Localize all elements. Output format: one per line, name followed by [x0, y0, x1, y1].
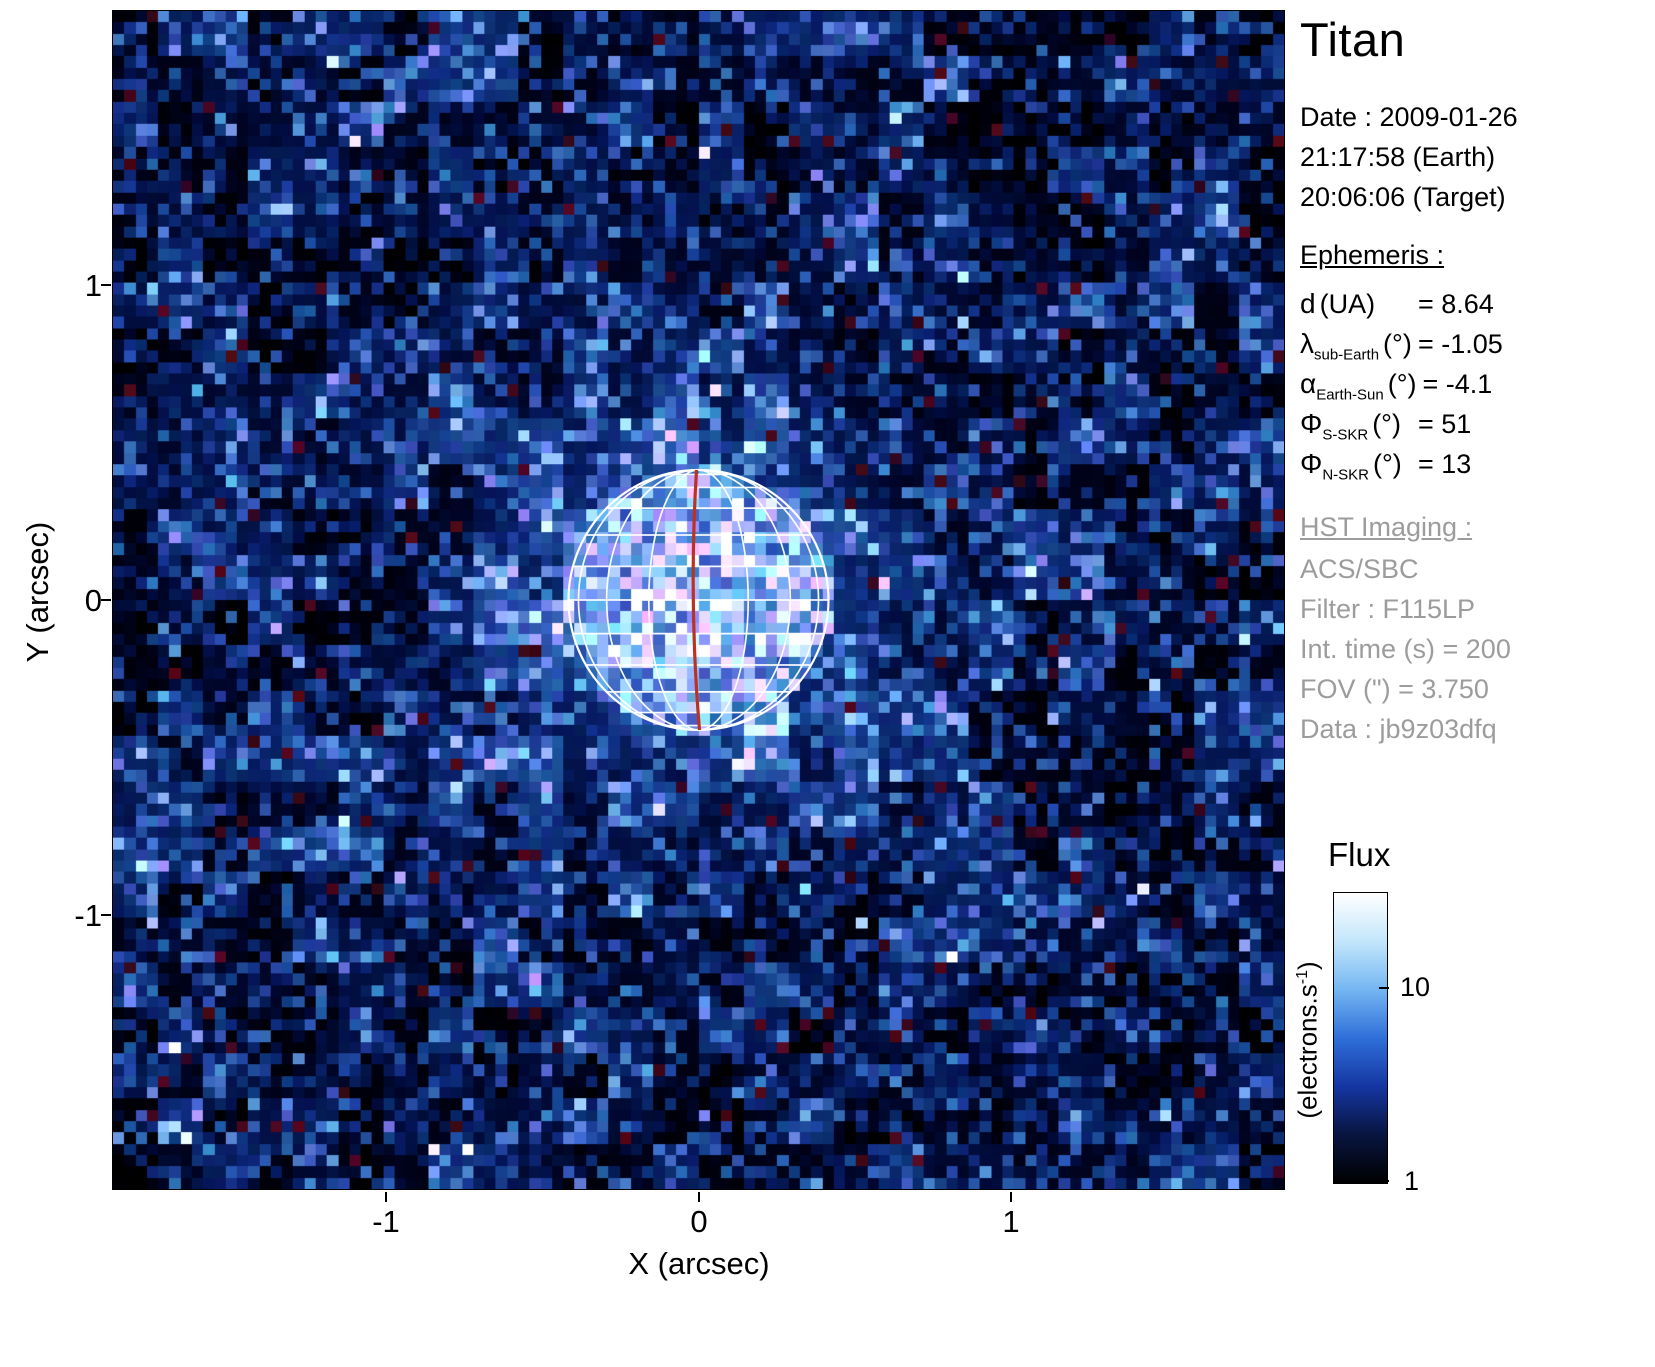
ephemeris-symbol: λ [1300, 328, 1314, 359]
colorbar-unit-label: (electrons.s-1) [1293, 961, 1324, 1118]
ephemeris-unit: (°) [1372, 409, 1401, 439]
hst-fov: FOV (") = 3.750 [1300, 674, 1489, 704]
y-axis-label: Y (arcsec) [20, 521, 55, 663]
sky-image-plot [112, 10, 1285, 1190]
colorbar-unit-prefix: (electrons.s [1292, 984, 1323, 1119]
colorbar-tickmark-10 [1379, 987, 1389, 989]
ephemeris-value: = -4.1 [1422, 369, 1493, 399]
hst-data-id: Data : jb9z03dfq [1300, 714, 1497, 744]
x-tick: 1 [1002, 1204, 1020, 1239]
ephemeris-symbol: Φ [1300, 448, 1323, 479]
hst-instrument: ACS/SBC [1300, 554, 1419, 584]
ephemeris-symbol: Φ [1300, 408, 1323, 439]
colorbar [1333, 892, 1388, 1184]
colorbar-unit-sup: -1 [1293, 970, 1311, 985]
ephemeris-term: λsub-Earth (°) [1300, 328, 1412, 363]
info-panel: Titan Date : 2009-01-26 21:17:58 (Earth)… [1293, 0, 1655, 1367]
ephemeris-heading: Ephemeris : [1300, 240, 1445, 270]
ephemeris-row-s-skr: ΦS-SKR (°) = 51 [1300, 408, 1471, 443]
ephemeris-subscript: S-SKR [1322, 426, 1369, 444]
ephemeris-unit: (°) [1387, 369, 1417, 399]
colorbar-tick-10: 10 [1400, 972, 1431, 1002]
x-tick: 0 [690, 1204, 708, 1239]
hst-imaging-heading: HST Imaging : [1300, 512, 1473, 542]
y-tickmark [101, 284, 111, 286]
ephemeris-value: = 8.64 [1418, 289, 1494, 319]
ephemeris-term: d (UA) [1300, 288, 1412, 323]
target-time: 20:06:06 (Target) [1300, 182, 1506, 212]
ephemeris-unit: (UA) [1319, 289, 1376, 319]
ephemeris-row-phase-angle: αEarth-Sun (°) = -4.1 [1300, 368, 1492, 403]
figure-title: Titan [1300, 13, 1406, 66]
ephemeris-unit: (°) [1373, 449, 1402, 479]
ephemeris-term: ΦS-SKR (°) [1300, 408, 1412, 443]
colorbar-title: Flux [1328, 836, 1391, 873]
x-tickmark [698, 1192, 700, 1202]
hst-int-time: Int. time (s) = 200 [1300, 634, 1511, 664]
ephemeris-value: = -1.05 [1418, 329, 1503, 359]
ephemeris-row-distance: d (UA) = 8.64 [1300, 288, 1494, 323]
ephemeris-subscript: N-SKR [1322, 466, 1370, 484]
ephemeris-unit: (°) [1383, 329, 1412, 359]
ephemeris-row-subearth-lat: λsub-Earth (°) = -1.05 [1300, 328, 1503, 363]
planet-grid-overlay [567, 468, 830, 732]
colorbar-unit-suffix: ) [1292, 961, 1323, 971]
y-tickmark [101, 599, 111, 601]
x-tick: -1 [372, 1204, 400, 1239]
ephemeris-term: ΦN-SKR (°) [1300, 448, 1412, 483]
y-tick: -1 [74, 898, 102, 933]
y-tickmark [101, 914, 111, 916]
x-tickmark [385, 1192, 387, 1202]
colorbar-tickmark-1 [1379, 1180, 1389, 1182]
earth-time: 21:17:58 (Earth) [1300, 142, 1496, 172]
ephemeris-subscript: Earth-Sun [1316, 386, 1384, 404]
ephemeris-value: = 51 [1418, 409, 1472, 439]
ephemeris-symbol: α [1300, 368, 1317, 399]
ephemeris-subscript: sub-Earth [1314, 346, 1380, 364]
ephemeris-symbol: d [1300, 288, 1316, 319]
hst-filter: Filter : F115LP [1300, 594, 1476, 624]
y-tick: 0 [84, 583, 102, 618]
y-tick: 1 [84, 268, 102, 303]
ephemeris-row-n-skr: ΦN-SKR (°) = 13 [1300, 448, 1471, 483]
ephemeris-term: αEarth-Sun (°) [1300, 368, 1417, 403]
x-axis-label: X (arcsec) [628, 1246, 770, 1281]
observation-date: Date : 2009-01-26 [1300, 102, 1518, 132]
colorbar-tick-1: 1 [1404, 1166, 1420, 1196]
x-tickmark [1010, 1192, 1012, 1202]
ephemeris-value: = 13 [1418, 449, 1472, 479]
